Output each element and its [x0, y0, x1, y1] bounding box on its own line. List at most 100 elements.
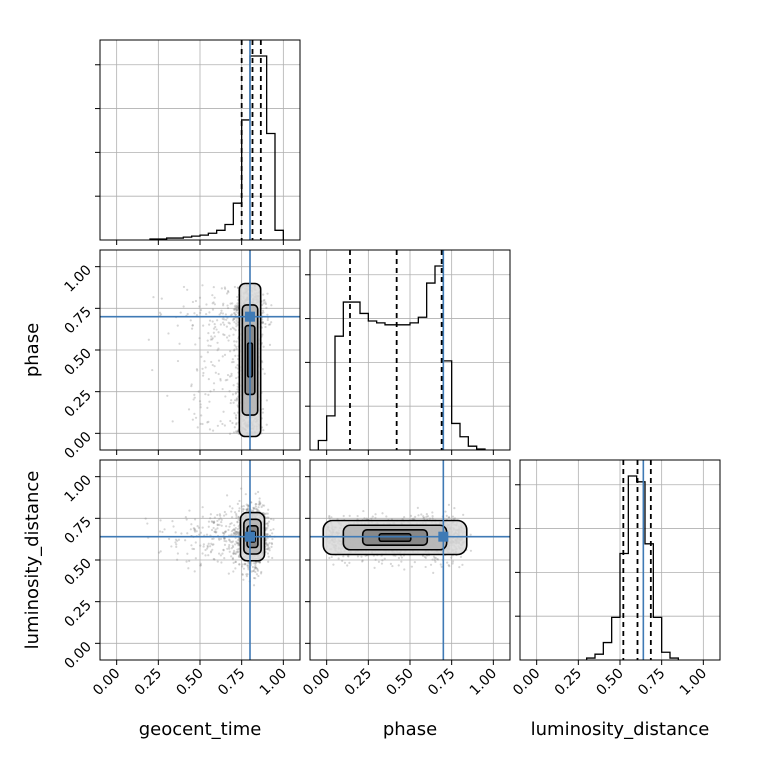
- sample-point: [246, 508, 249, 511]
- sample-point: [266, 537, 269, 540]
- sample-point: [342, 555, 345, 558]
- sample-point: [459, 555, 463, 558]
- sample-point: [400, 556, 404, 559]
- sample-point: [230, 555, 233, 558]
- sample-point: [241, 510, 244, 513]
- sample-point: [264, 537, 267, 540]
- sample-point: [266, 318, 269, 322]
- sample-point: [200, 414, 203, 417]
- sample-point: [161, 530, 164, 534]
- sample-point: [231, 540, 235, 543]
- panel-frame: [99, 39, 301, 241]
- sample-point: [341, 559, 344, 562]
- sample-point: [234, 306, 237, 309]
- sample-point: [197, 526, 201, 529]
- sample-point: [193, 412, 196, 415]
- sample-point: [193, 527, 196, 530]
- sample-point: [235, 550, 238, 554]
- marginal-panel-luminosity-distance: 0.00 0.25 0.50 0.75 1.00: [510, 459, 721, 699]
- sample-point: [235, 310, 238, 313]
- sample-point: [179, 311, 182, 314]
- sample-point: [428, 517, 431, 520]
- sample-point: [268, 549, 271, 552]
- sample-point: [218, 538, 221, 541]
- sample-point: [212, 521, 215, 524]
- sample-point: [257, 506, 260, 509]
- sample-point: [241, 507, 244, 511]
- sample-point: [159, 550, 162, 553]
- sample-point: [211, 320, 214, 323]
- sample-point: [234, 552, 237, 555]
- x-tick-label: 0.75: [425, 666, 458, 699]
- sample-point: [257, 509, 260, 513]
- sample-point: [238, 507, 241, 510]
- sample-point: [230, 374, 233, 377]
- sample-point: [211, 429, 215, 432]
- sample-point: [227, 528, 230, 532]
- sample-point: [451, 515, 455, 518]
- sample-point: [254, 505, 257, 508]
- sample-point: [210, 360, 213, 364]
- sample-point: [265, 541, 268, 544]
- sample-point: [216, 424, 219, 427]
- sample-point: [226, 306, 230, 310]
- sample-point: [223, 286, 227, 289]
- x-tick-label: 1.00: [257, 666, 290, 699]
- sample-point: [262, 504, 266, 507]
- sample-point: [241, 573, 244, 576]
- sample-point: [236, 521, 239, 524]
- sample-point: [247, 566, 250, 569]
- sample-point: [328, 514, 331, 518]
- sample-point: [198, 305, 201, 308]
- sample-point: [232, 570, 235, 573]
- sample-point: [236, 388, 239, 391]
- sample-point: [231, 358, 234, 361]
- sample-point: [342, 514, 345, 518]
- sample-point: [268, 343, 272, 346]
- sample-point: [224, 530, 228, 533]
- sample-point: [227, 321, 230, 324]
- sample-point: [236, 304, 239, 307]
- sample-point: [159, 519, 162, 522]
- sample-point: [246, 564, 250, 567]
- sample-point: [209, 338, 212, 341]
- sample-point: [234, 392, 237, 395]
- sample-point: [232, 317, 235, 320]
- sample-point: [174, 541, 177, 544]
- sample-point: [266, 524, 270, 527]
- scatter-layer: [147, 282, 273, 438]
- sample-point: [235, 422, 238, 425]
- sample-point: [232, 431, 236, 434]
- sample-point: [194, 299, 198, 303]
- sample-point: [221, 552, 224, 555]
- sample-point: [223, 537, 226, 540]
- sample-point: [186, 532, 189, 535]
- sample-point: [235, 399, 238, 402]
- sample-point: [228, 390, 231, 393]
- sample-point: [199, 562, 202, 565]
- sample-point: [215, 530, 218, 534]
- marginal-panel-geocent-time: [95, 39, 301, 245]
- sample-point: [377, 560, 381, 563]
- sample-point: [232, 545, 235, 549]
- truth-marker: [245, 311, 255, 322]
- sample-point: [158, 311, 162, 314]
- sample-point: [235, 513, 238, 516]
- sample-point: [237, 525, 240, 528]
- sample-point: [206, 421, 209, 424]
- sample-point: [201, 552, 204, 555]
- sample-point: [209, 390, 212, 393]
- sample-point: [237, 539, 240, 542]
- sample-point: [207, 344, 210, 347]
- sample-point: [225, 318, 228, 321]
- sample-point: [226, 304, 229, 307]
- sample-point: [264, 302, 268, 306]
- sample-point: [208, 319, 212, 322]
- sample-point: [199, 406, 202, 409]
- sample-point: [201, 515, 204, 518]
- sample-point: [461, 563, 464, 566]
- sample-point: [188, 509, 191, 512]
- sample-point: [186, 288, 189, 291]
- sample-point: [236, 551, 239, 554]
- sample-point: [262, 429, 265, 432]
